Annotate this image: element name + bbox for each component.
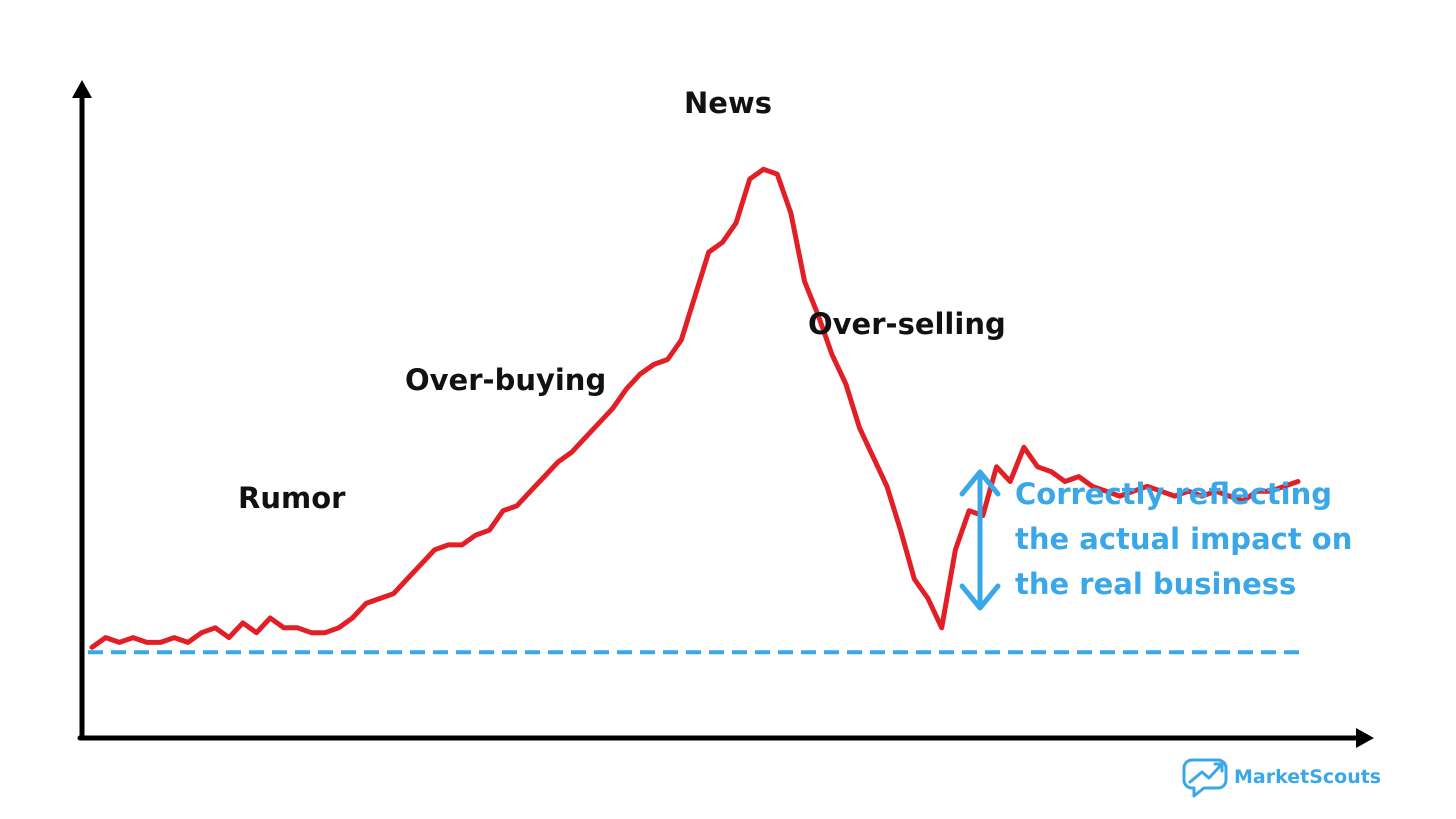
chat-bubble-trend-icon <box>1182 758 1228 798</box>
label-over-selling: Over-selling <box>808 307 1006 341</box>
y-axis-arrow <box>72 80 92 98</box>
label-news: News <box>684 86 772 120</box>
impact-line-2: the actual impact on <box>1015 522 1352 556</box>
impact-double-arrow <box>959 469 1001 611</box>
impact-line-1: Correctly reflecting <box>1015 477 1332 511</box>
x-axis-arrow <box>1356 728 1374 748</box>
brand-logo: MarketScouts <box>1182 758 1381 798</box>
impact-line-3: the real business <box>1015 567 1296 601</box>
price-series-line <box>89 166 1301 650</box>
label-rumor: Rumor <box>238 481 346 515</box>
label-over-buying: Over-buying <box>405 363 606 397</box>
brand-name: MarketScouts <box>1234 766 1381 788</box>
